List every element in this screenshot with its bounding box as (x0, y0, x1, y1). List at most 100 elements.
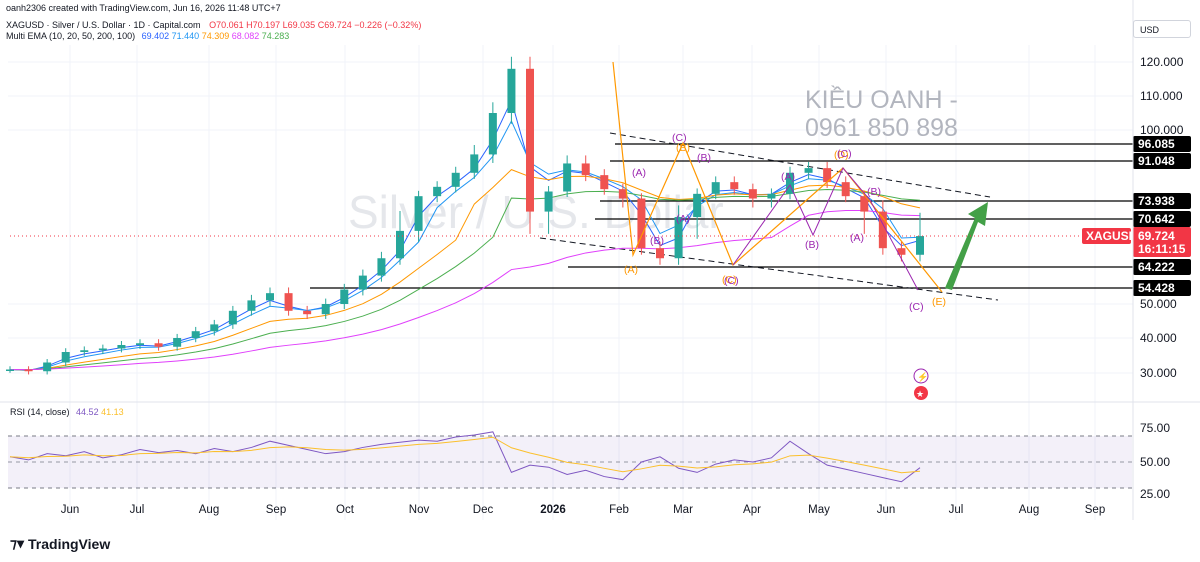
purple-wave-path[interactable] (732, 167, 919, 291)
candle-body (693, 193, 702, 218)
level-tag (1133, 153, 1191, 169)
ema50-value: 74.309 (201, 31, 230, 41)
candle-body (340, 289, 349, 304)
current-price-tag: XAGUSD 69.724 16:11:15 (10, 227, 1191, 257)
time-tick: Feb (609, 504, 629, 516)
level-tag (1133, 193, 1191, 209)
candle-body (878, 211, 887, 249)
candle-body (544, 191, 553, 212)
rsi-pane[interactable]: 75.00 50.00 25.00 (8, 421, 1170, 501)
channel-lower-line[interactable] (539, 237, 999, 301)
candle-body (43, 362, 52, 372)
level-tag (1133, 136, 1191, 152)
level-tag (1133, 211, 1191, 227)
rsi-value: 44.52 (76, 407, 99, 417)
rsi-ma-line (9, 436, 921, 474)
candle-body (897, 248, 906, 255)
currency-button[interactable]: USD (1133, 20, 1191, 38)
ohlc-open: O70.061 (209, 20, 244, 30)
tv-logo-text: TradingView (28, 535, 111, 552)
level-tag (1133, 259, 1191, 275)
time-tick: Aug (199, 504, 219, 516)
wave-label-magenta-c: (C) (909, 301, 924, 313)
wave-label-orange-c: (C) (722, 274, 737, 286)
candle-body (358, 275, 367, 290)
chart-grid (8, 45, 1133, 520)
time-tick: Jul (949, 504, 964, 516)
time-tick: May (808, 504, 830, 516)
event-icon-flash[interactable] (913, 368, 929, 384)
time-tick: Dec (473, 504, 494, 516)
candle-body (24, 369, 33, 372)
candle-body (470, 154, 479, 173)
time-tick: 2026 (540, 504, 566, 516)
rsi-tick-75: 75.00 (1140, 421, 1170, 435)
wave-label-orange-b: (B) (676, 142, 690, 154)
ema-label[interactable]: Multi EMA (10, 20, 50, 200, 100) (6, 31, 136, 41)
candle-body (228, 310, 237, 325)
price-tick: 30.000 (1140, 366, 1177, 380)
orange-wave-path[interactable] (612, 61, 943, 293)
rsi-label[interactable]: RSI (14, close) (10, 407, 70, 417)
ohlc-change: −0.226 (−0.32%) (354, 20, 422, 30)
candle-body (321, 304, 330, 315)
current-symbol-label: XAGUSD (1086, 229, 1138, 243)
candle-body (284, 293, 293, 311)
candle-body (674, 217, 683, 259)
candle-body (563, 163, 572, 192)
symbol-title[interactable]: XAGUSD · Silver / U.S. Dollar · 1D · Cap… (6, 20, 201, 30)
time-tick: Sep (1085, 504, 1105, 516)
author-watermark-line1: KIỀU OANH - (805, 85, 958, 114)
rsi-tick-50: 50.00 (1140, 455, 1170, 469)
channel-upper-line[interactable] (609, 132, 991, 198)
time-axis[interactable]: Jun Jul Aug Sep Oct Nov Dec 2026 Feb Mar Apr May Jun… (61, 504, 1106, 516)
candle-body (6, 369, 14, 371)
candle-body (173, 338, 182, 347)
ema100-value: 74.283 (261, 31, 290, 41)
candle-body (767, 193, 776, 199)
candle-body (210, 324, 219, 332)
wave-labels: (A) (B) (C) (D) (E) (A) (B) (C) (A) (B) … (624, 132, 946, 313)
tv-logo-icon: ⁊▾ (10, 535, 24, 551)
level-label: 54.428 (1138, 281, 1175, 295)
ema200-value: 68.082 (231, 31, 260, 41)
time-tick: Jul (130, 504, 145, 516)
wave-label-a3: (A) (850, 232, 864, 244)
price-tick: 110.000 (1140, 89, 1183, 103)
wave-label-b4: (B) (697, 152, 711, 164)
price-axis[interactable]: 120.000 110.000 100.000 50.000 40.000 30.000 (1140, 55, 1184, 380)
candle-body (730, 182, 739, 190)
candle-body (526, 68, 534, 212)
time-tick: Jun (877, 504, 896, 516)
time-tick: Mar (673, 504, 693, 516)
ema200-line (9, 209, 921, 371)
rsi-legend[interactable]: RSI (14, close) 44.52 41.13 (10, 407, 124, 417)
candle-body (488, 113, 497, 155)
current-price-label: 69.724 (1138, 229, 1175, 243)
symbol-info-line[interactable]: XAGUSD · Silver / U.S. Dollar · 1D · Cap… (6, 20, 421, 31)
wave-label-orange-e: (E) (932, 296, 946, 308)
tradingview-logo[interactable]: ⁊▾ TradingView (10, 535, 110, 552)
event-icon-flag[interactable] (914, 386, 928, 400)
ema-indicator-legend[interactable]: Multi EMA (10, 20, 50, 200, 100) 69.402 … (6, 31, 289, 42)
wave-label-purple-b2: (B) (805, 239, 819, 251)
candle-body (786, 172, 794, 194)
price-tick: 50.000 (1140, 297, 1177, 311)
candle-body (600, 175, 609, 190)
author-watermark-line2: 0961 850 898 (805, 114, 958, 142)
us-flag-icon: ★ (916, 389, 924, 399)
horizontal-levels[interactable]: 96.085 91.048 73.938 70.642 64.222 54.428 (310, 136, 1191, 296)
candle-body (841, 182, 850, 197)
candle-body (581, 163, 590, 176)
ema20-value: 71.440 (171, 31, 200, 41)
candle-body (154, 343, 163, 347)
candle-body (396, 230, 404, 259)
candle-body (860, 196, 869, 212)
candle-body (247, 300, 256, 311)
level-label: 70.642 (1138, 212, 1175, 226)
time-tick: Sep (266, 504, 286, 516)
level-label: 91.048 (1138, 154, 1175, 168)
price-tick: 40.000 (1140, 331, 1177, 345)
time-tick: Jun (61, 504, 80, 516)
